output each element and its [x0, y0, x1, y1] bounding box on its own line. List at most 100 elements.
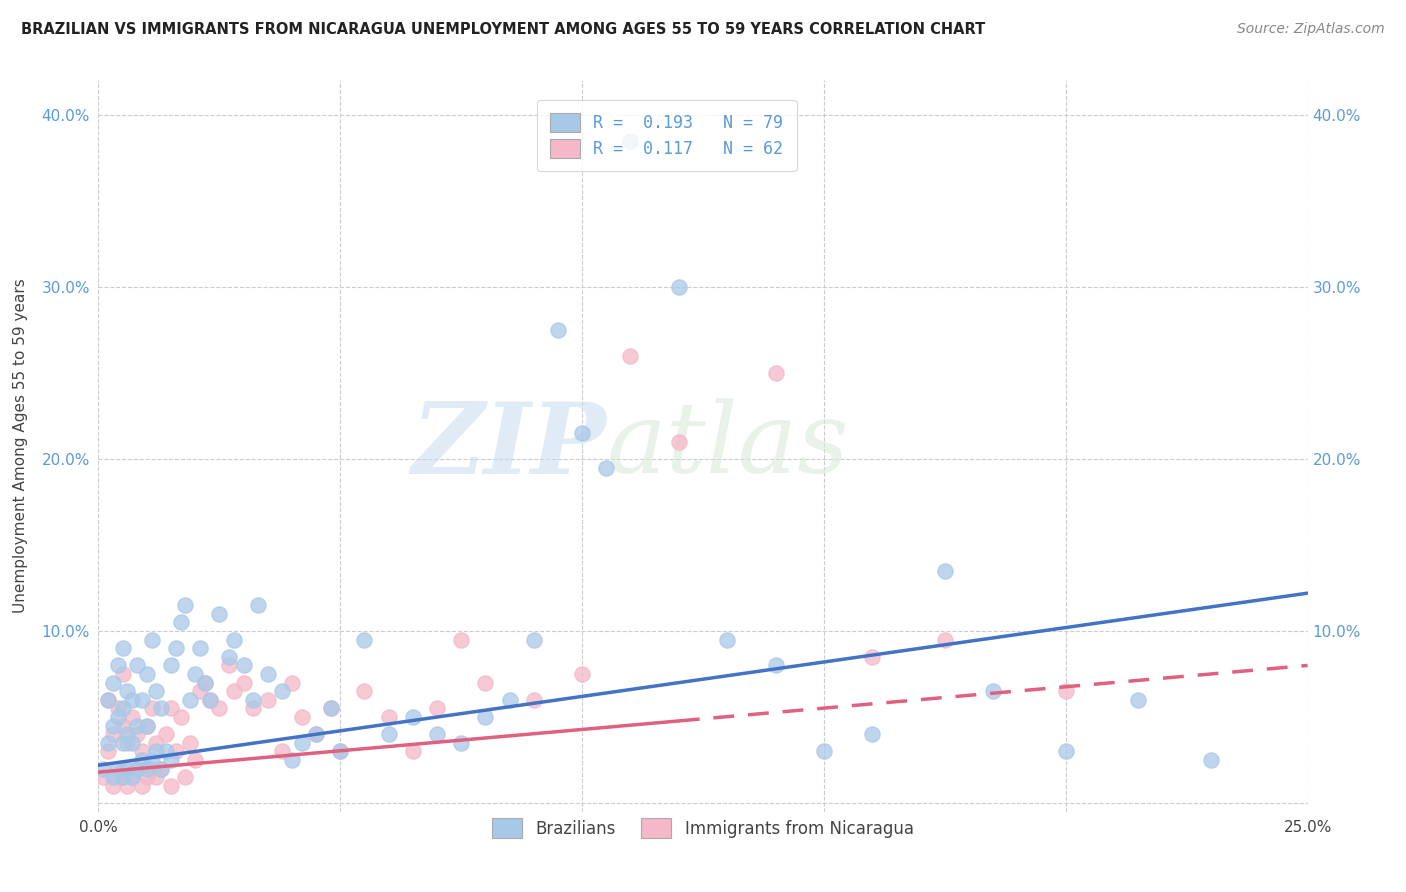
Point [329, 744, 352, 758]
Point [860, 649, 883, 664]
Point [242, 693, 264, 707]
Point [131, 779, 153, 793]
Point [256, 693, 278, 707]
Point [160, 779, 183, 793]
Point [131, 693, 153, 707]
Point [184, 667, 207, 681]
Point [232, 658, 254, 673]
Point [127, 727, 149, 741]
Point [208, 607, 231, 621]
Point [271, 684, 294, 698]
Point [107, 710, 129, 724]
Point [121, 710, 143, 724]
Point [426, 701, 449, 715]
Point [290, 710, 312, 724]
Text: Source: ZipAtlas.com: Source: ZipAtlas.com [1237, 22, 1385, 37]
Point [222, 632, 245, 647]
Point [179, 736, 201, 750]
Point [169, 710, 191, 724]
Point [150, 701, 173, 715]
Y-axis label: Unemployment Among Ages 55 to 59 years: Unemployment Among Ages 55 to 59 years [13, 278, 28, 614]
Point [184, 753, 207, 767]
Point [402, 710, 425, 724]
Point [668, 280, 690, 294]
Point [860, 727, 883, 741]
Point [523, 693, 546, 707]
Point [450, 632, 472, 647]
Point [101, 770, 124, 784]
Point [165, 641, 187, 656]
Point [127, 658, 149, 673]
Point [91, 762, 114, 776]
Point [498, 693, 520, 707]
Point [150, 762, 173, 776]
Point [101, 727, 124, 741]
Point [523, 632, 546, 647]
Point [160, 658, 183, 673]
Point [571, 667, 593, 681]
Point [198, 693, 221, 707]
Point [111, 719, 134, 733]
Point [97, 693, 120, 707]
Point [571, 426, 593, 441]
Point [426, 727, 449, 741]
Point [135, 667, 157, 681]
Point [934, 564, 956, 578]
Point [232, 675, 254, 690]
Point [765, 366, 787, 380]
Point [155, 744, 177, 758]
Point [97, 744, 120, 758]
Point [474, 675, 496, 690]
Point [765, 658, 787, 673]
Point [474, 710, 496, 724]
Point [141, 762, 163, 776]
Point [107, 762, 129, 776]
Point [111, 667, 134, 681]
Point [247, 598, 270, 612]
Point [135, 770, 157, 784]
Point [619, 134, 641, 148]
Point [1128, 693, 1150, 707]
Point [981, 684, 1004, 698]
Point [107, 770, 129, 784]
Point [1199, 753, 1222, 767]
Point [141, 753, 163, 767]
Point [117, 684, 139, 698]
Point [934, 632, 956, 647]
Point [377, 727, 399, 741]
Point [1054, 684, 1077, 698]
Point [145, 736, 167, 750]
Point [716, 632, 738, 647]
Point [91, 770, 114, 784]
Point [97, 736, 120, 750]
Point [208, 701, 231, 715]
Point [160, 753, 183, 767]
Point [111, 701, 134, 715]
Point [121, 693, 143, 707]
Point [547, 323, 569, 337]
Point [319, 701, 342, 715]
Point [174, 598, 197, 612]
Point [218, 658, 240, 673]
Point [198, 693, 221, 707]
Point [402, 744, 425, 758]
Point [290, 736, 312, 750]
Point [127, 719, 149, 733]
Point [107, 701, 129, 715]
Point [194, 675, 217, 690]
Point [319, 701, 342, 715]
Point [169, 615, 191, 630]
Point [619, 349, 641, 363]
Point [117, 727, 139, 741]
Point [450, 736, 472, 750]
Point [135, 719, 157, 733]
Point [305, 727, 328, 741]
Point [1054, 744, 1077, 758]
Point [111, 641, 134, 656]
Text: ZIP: ZIP [412, 398, 606, 494]
Point [117, 779, 139, 793]
Point [111, 770, 134, 784]
Point [218, 649, 240, 664]
Point [222, 684, 245, 698]
Point [101, 719, 124, 733]
